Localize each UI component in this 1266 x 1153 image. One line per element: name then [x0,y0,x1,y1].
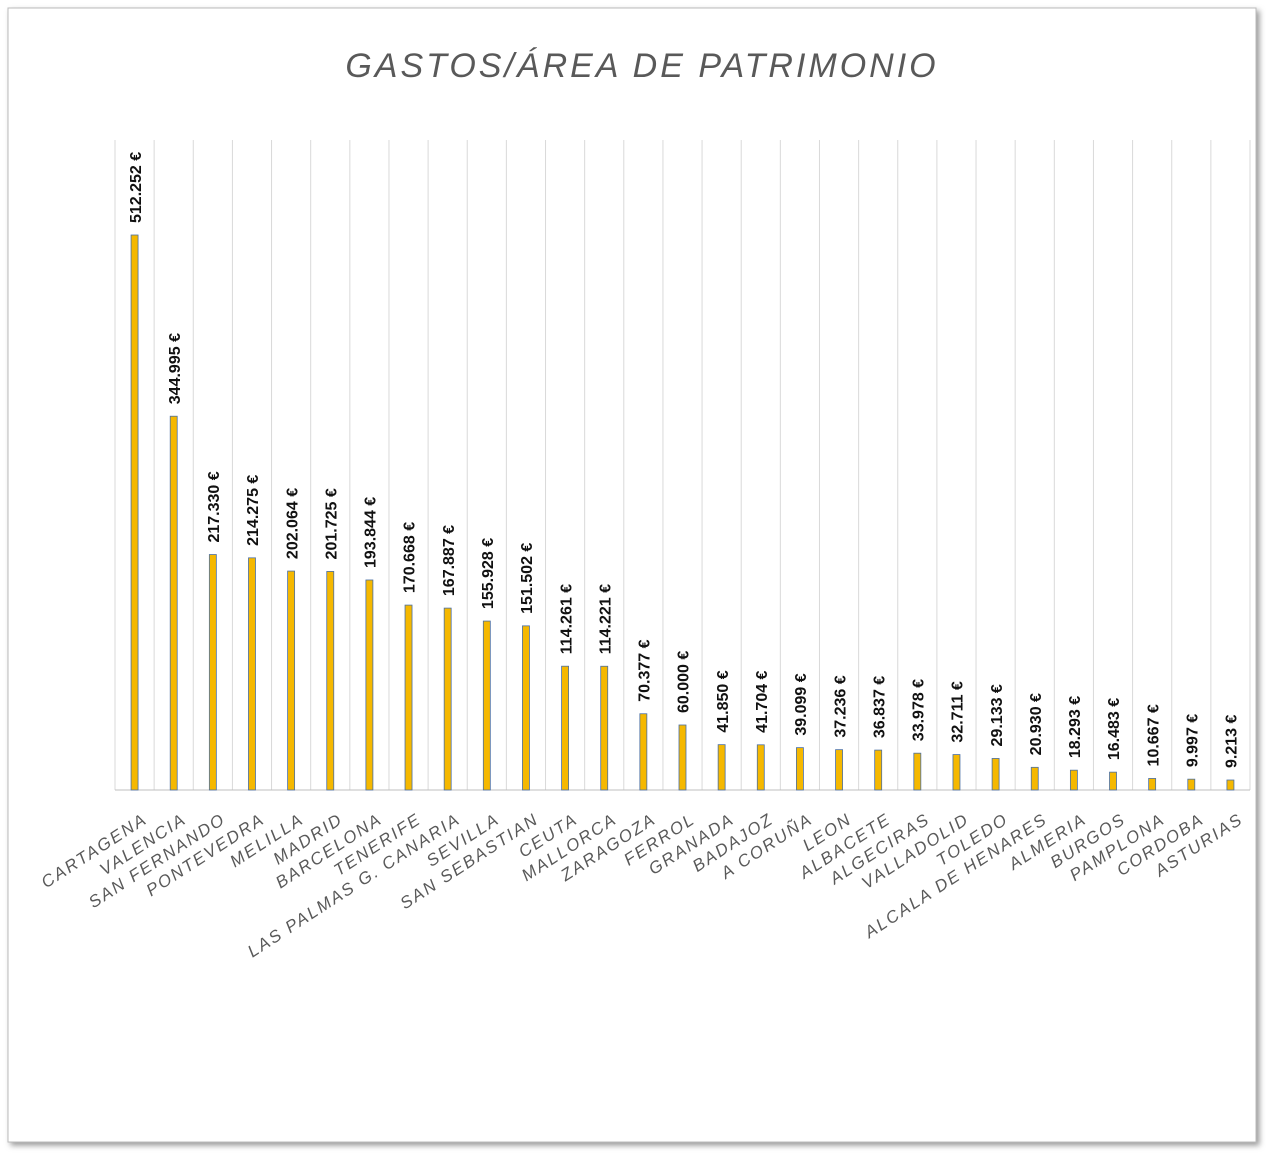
bar [326,571,335,791]
value-label: 114.261 € [558,584,575,654]
bar [1030,766,1039,791]
value-label: 214.275 € [245,475,262,546]
bar [1187,778,1196,791]
value-label: 170.668 € [402,522,419,593]
bar [287,570,296,791]
value-label: 60.000 € [676,651,693,713]
value-label: 167.887 € [441,525,458,596]
value-label: 41.704 € [754,670,771,732]
value-label: 16.483 € [1106,698,1123,760]
bar [561,665,569,791]
bar [717,744,726,791]
value-label: 155.928 € [480,538,497,609]
bar [443,607,452,791]
bar [365,579,374,791]
bar [874,749,883,791]
bar [756,744,765,791]
value-label: 114.221 € [597,584,614,654]
bar [130,234,139,791]
bar [1069,769,1078,791]
bar [1226,779,1235,791]
value-label: 70.377 € [637,639,654,701]
bar [404,604,413,791]
bar [952,754,961,791]
value-label: 193.844 € [363,497,380,568]
value-label: 39.099 € [793,673,810,735]
value-label: 10.667 € [1145,704,1162,766]
value-label: 33.978 € [911,679,928,741]
value-label: 9.213 € [1224,715,1241,768]
bar [522,625,530,791]
bar [913,752,922,791]
value-label: 32.711 € [950,681,967,743]
value-label: 37.236 € [832,675,849,737]
bar [1148,778,1157,791]
bar [169,415,178,791]
value-label: 36.837 € [871,676,888,738]
bar [991,758,1000,791]
bar [248,557,256,791]
bar [208,554,217,791]
value-label: 217.330 € [206,471,223,542]
value-label: 512.252 € [128,152,145,223]
bar [835,749,843,791]
value-label: 151.502 € [519,543,536,614]
chart-frame [7,7,1257,1143]
bar [796,747,804,791]
bar [678,724,687,791]
value-label: 41.850 € [715,670,732,732]
value-label: 344.995 € [167,333,184,404]
value-label: 9.997 € [1185,714,1202,767]
value-label: 29.133 € [989,684,1006,746]
value-label: 202.064 € [284,488,301,559]
value-label: 20.930 € [1028,693,1045,755]
bar [482,620,491,791]
chart-title: GASTOS/ÁREA DE PATRIMONIO [345,47,938,85]
value-label: 201.725 € [323,488,340,559]
bar [600,665,609,791]
bar [1109,771,1117,791]
bar [639,713,648,791]
value-label: 18.293 € [1067,696,1084,758]
